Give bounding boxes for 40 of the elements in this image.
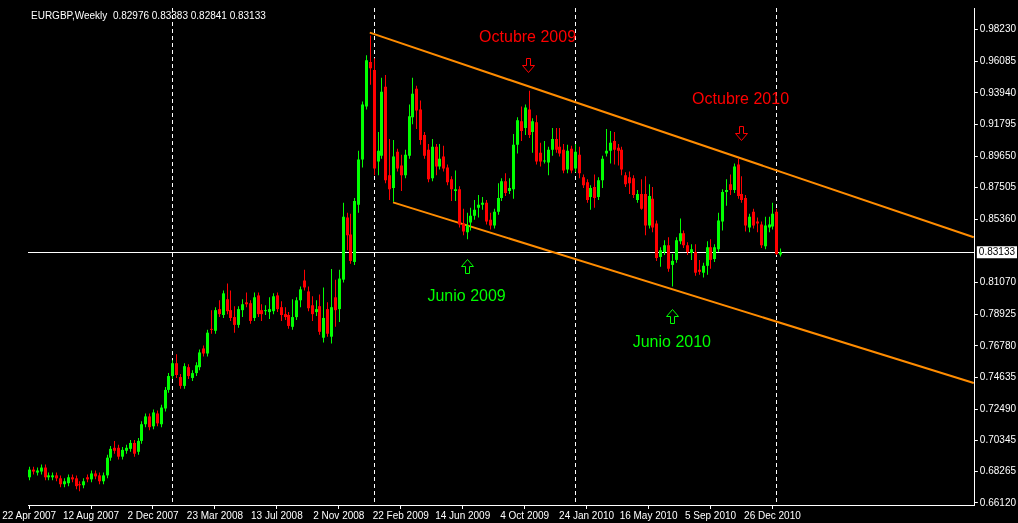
candlestick (725, 179, 728, 206)
x-tick-label: 2 Dec 2007 (127, 509, 179, 521)
y-tick-label: 0.96085 (979, 55, 1017, 67)
x-tick-label: 14 Jun 2009 (435, 509, 491, 521)
x-tick-label: 5 Sep 2010 (684, 509, 737, 521)
x-tick-label: 26 Dec 2010 (744, 509, 802, 521)
y-tick-label: 0.76780 (979, 339, 1017, 351)
y-tick-label: 0.68265 (979, 465, 1017, 477)
y-tick-label: 0.87505 (979, 181, 1017, 193)
annotation: Junio 2009 (427, 286, 506, 304)
x-tick-label: 2 Nov 2008 (313, 509, 365, 521)
x-tick-label: 22 Feb 2009 (372, 509, 430, 521)
x-tick-label: 13 Jul 2008 (251, 509, 304, 521)
y-tick-label: 0.93940 (979, 86, 1017, 98)
y-tick-label: 0.85360 (979, 213, 1017, 225)
candlestick (210, 310, 213, 334)
x-tick-label: 24 Jan 2010 (559, 509, 615, 521)
y-tick-label: 0.70345 (979, 434, 1017, 446)
x-tick-label: 12 Aug 2007 (62, 509, 120, 521)
annotation: Octubre 2010 (692, 89, 790, 107)
candlestick (264, 305, 267, 316)
candlestick (454, 170, 457, 201)
y-tick-label: 0.72490 (979, 402, 1017, 414)
annotation: Junio 2010 (632, 333, 712, 351)
y-tick-label: 0.89650 (979, 149, 1017, 161)
y-tick-label: 0.81070 (979, 276, 1017, 288)
y-tick-label: 0.78925 (979, 307, 1017, 319)
ref-line-label: 0.83133 (978, 246, 1016, 258)
chart-title: EURGBP,Weekly 0.82976 0.83383 0.82841 0.83133 (31, 9, 267, 21)
y-tick-label: 0.66120 (979, 496, 1017, 508)
candlestick (78, 481, 81, 492)
candlestick (543, 140, 546, 164)
x-tick-label: 22 Apr 2007 (2, 509, 57, 521)
y-tick-label: 0.91795 (979, 118, 1017, 130)
y-tick-label: 0.74635 (979, 371, 1017, 383)
x-tick-label: 4 Oct 2009 (500, 509, 550, 521)
annotation: Octubre 2009 (479, 27, 577, 45)
y-tick-label: 0.98230 (979, 23, 1017, 35)
x-tick-label: 16 May 2010 (619, 509, 678, 521)
x-tick-label: 23 Mar 2008 (186, 509, 244, 521)
